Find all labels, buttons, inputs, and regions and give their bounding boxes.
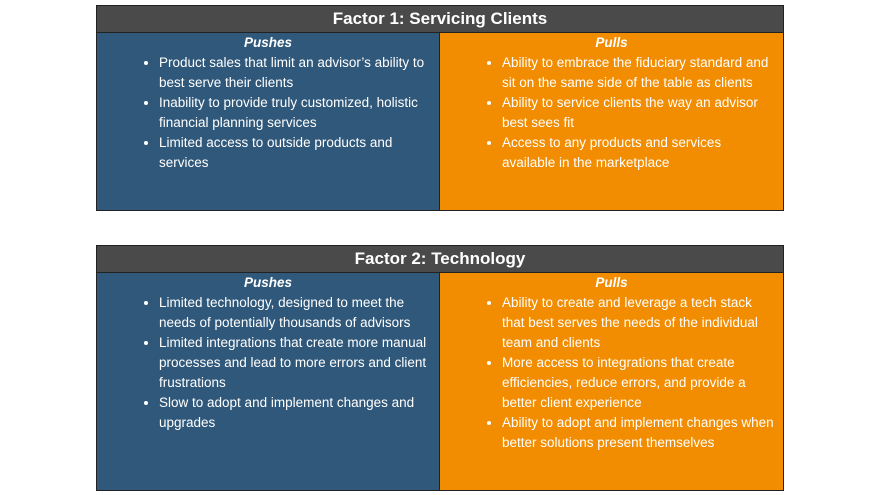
pushes-column: Pushes Limited technology, designed to me…: [97, 273, 440, 490]
pulls-column: Pulls Ability to embrace the fiduciary st…: [440, 33, 783, 210]
bullet-list: Limited technology, designed to meet the…: [97, 293, 439, 433]
column-heading: Pulls: [595, 35, 628, 50]
bullet-item: Limited integrations that create more ma…: [159, 333, 431, 393]
column-heading: Pushes: [243, 275, 293, 290]
bullet-item: Limited technology, designed to meet the…: [159, 293, 431, 333]
bullet-item: Ability to service clients the way an ad…: [502, 93, 775, 133]
bullet-item: Ability to adopt and implement changes w…: [502, 413, 775, 453]
bullet-item: Ability to create and leverage a tech st…: [502, 293, 775, 353]
columns: Pushes Product sales that limit an adviso…: [97, 33, 783, 210]
bullet-item: Slow to adopt and implement changes and …: [159, 393, 431, 433]
bullet-item: Inability to provide truly customized, h…: [159, 93, 431, 133]
bullet-list: Product sales that limit an advisor’s ab…: [97, 53, 439, 173]
pushes-column: Pushes Product sales that limit an adviso…: [97, 33, 440, 210]
column-heading: Pushes: [243, 35, 293, 50]
bullet-list: Ability to embrace the fiduciary standar…: [440, 53, 783, 173]
bullet-list: Ability to create and leverage a tech st…: [440, 293, 783, 453]
bullet-item: Limited access to outside products and s…: [159, 133, 431, 173]
factor-table: Factor 1: Servicing Clients Pushes Product…: [96, 5, 784, 211]
bullet-item: Access to any products and services avai…: [502, 133, 775, 173]
factor-table: Factor 2: Technology Pushes Limited techno…: [96, 245, 784, 491]
bullet-item: More access to integrations that create …: [502, 353, 775, 413]
pulls-column: Pulls Ability to create and leverage a te…: [440, 273, 783, 490]
table-title: Factor 1: Servicing Clients: [97, 6, 783, 33]
bullet-item: Ability to embrace the fiduciary standar…: [502, 53, 775, 93]
bullet-item: Product sales that limit an advisor’s ab…: [159, 53, 431, 93]
column-heading: Pulls: [595, 275, 628, 290]
table-title: Factor 2: Technology: [97, 246, 783, 273]
columns: Pushes Limited technology, designed to me…: [97, 273, 783, 490]
